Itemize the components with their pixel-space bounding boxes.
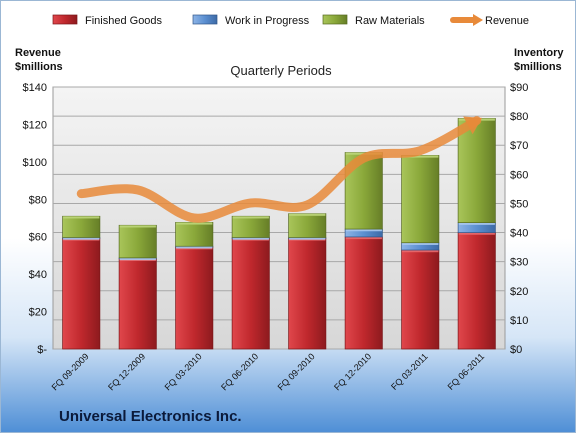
right-tick-label: $40 xyxy=(510,228,528,240)
bar-top-work-in-progress xyxy=(402,242,439,245)
bar-top-work-in-progress xyxy=(458,222,495,225)
right-axis-title-line2: $millions xyxy=(514,61,562,73)
bar-finished-goods xyxy=(62,238,101,350)
bar-top-raw-materials xyxy=(232,216,269,219)
right-tick-label: $20 xyxy=(510,286,528,298)
bar-top-work-in-progress xyxy=(289,237,326,240)
bar-finished-goods xyxy=(231,238,270,350)
legend-swatch-work-in-progress xyxy=(192,14,218,25)
bar-top-finished-goods xyxy=(345,236,382,240)
legend-label-finished-goods: Finished Goods xyxy=(85,15,163,27)
right-tick-label: $30 xyxy=(510,257,528,269)
bar-finished-goods xyxy=(344,236,383,350)
bar-raw-materials xyxy=(288,213,327,238)
right-tick-label: $80 xyxy=(510,111,528,123)
bar-top-finished-goods xyxy=(458,232,495,235)
legend-swatch-raw-materials xyxy=(322,14,348,25)
bar-raw-materials xyxy=(231,215,270,238)
bar-top-work-in-progress xyxy=(345,229,382,232)
right-tick-label: $10 xyxy=(510,315,528,327)
left-tick-label: $40 xyxy=(29,269,47,281)
left-axis-ticks: $- $20 $40 $60 $80 $100 $120 $140 xyxy=(23,82,48,356)
left-tick-label: $60 xyxy=(29,232,47,244)
left-tick-label: $80 xyxy=(29,194,47,206)
right-tick-label: $60 xyxy=(510,169,528,181)
left-axis-title-line2: $millions xyxy=(15,61,63,73)
left-tick-label: $120 xyxy=(23,119,47,131)
left-tick-label: $100 xyxy=(23,157,47,169)
left-tick-label: $140 xyxy=(23,82,47,94)
bar-top-raw-materials xyxy=(63,216,100,219)
right-tick-label: $70 xyxy=(510,140,528,152)
right-tick-label: $50 xyxy=(510,198,528,210)
bar-top-work-in-progress xyxy=(63,237,100,240)
bar-top-raw-materials xyxy=(119,225,156,228)
bar-top-raw-materials xyxy=(289,213,326,216)
revenue-line xyxy=(76,116,483,223)
revenue-path xyxy=(76,116,482,223)
bar-top-raw-materials xyxy=(402,155,439,158)
right-tick-label: $0 xyxy=(510,344,522,356)
bar-raw-materials xyxy=(401,155,440,244)
legend-label-raw-materials: Raw Materials xyxy=(355,15,425,27)
legend-arrow-revenue xyxy=(473,14,483,26)
bar-top-work-in-progress xyxy=(232,237,269,240)
bar-raw-materials xyxy=(62,215,101,238)
left-tick-label: $20 xyxy=(29,307,47,319)
bar-finished-goods xyxy=(175,246,214,350)
left-axis-title-line1: Revenue xyxy=(15,47,61,59)
legend-label-work-in-progress: Work in Progress xyxy=(225,15,310,27)
bar-top-finished-goods xyxy=(402,250,439,253)
right-axis-ticks: $0 $10 $20 $30 $40 $50 $60 $70 $80 $90 xyxy=(510,82,528,356)
bar-top-raw-materials xyxy=(176,222,213,225)
right-tick-label: $90 xyxy=(510,82,528,94)
bar-top-work-in-progress xyxy=(119,257,156,261)
chart-title: Quarterly Periods xyxy=(230,63,332,78)
bar-finished-goods xyxy=(118,258,157,350)
bar-finished-goods xyxy=(288,238,327,350)
bar-raw-materials xyxy=(175,222,214,247)
right-axis-title-line1: Inventory xyxy=(514,47,564,59)
bar-raw-materials xyxy=(457,118,496,224)
bar-finished-goods xyxy=(457,232,496,350)
company-name: Universal Electronics Inc. xyxy=(59,408,242,425)
bar-top-work-in-progress xyxy=(176,246,213,249)
left-tick-label: $- xyxy=(37,344,47,356)
bar-raw-materials xyxy=(118,224,157,259)
legend: Finished Goods Work in Progress Raw Materi… xyxy=(52,14,529,27)
bars xyxy=(62,118,496,350)
legend-swatch-finished-goods xyxy=(52,14,78,25)
legend-label-revenue: Revenue xyxy=(485,15,529,27)
bar-finished-goods xyxy=(401,249,440,350)
revenue-arrowhead xyxy=(463,116,483,135)
